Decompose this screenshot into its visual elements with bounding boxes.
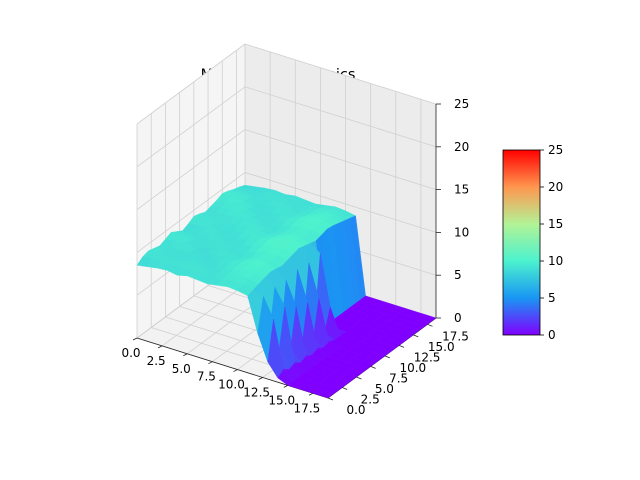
x-tick-label: 10.0 xyxy=(218,378,245,392)
colorbar-tick-label: 15 xyxy=(548,217,563,231)
z-tick-label: 20 xyxy=(454,140,469,154)
x-tick-label: 5.0 xyxy=(172,362,191,376)
x-tick-label: 15.0 xyxy=(268,393,295,407)
x-tick-labels: 0.0 2.5 5.0 7.510.012.515.017.5 xyxy=(121,337,321,415)
x-tick-label: 0.0 xyxy=(121,346,140,360)
z-tick-label: 15 xyxy=(454,183,469,197)
colorbar-tick-label: 20 xyxy=(548,180,563,194)
colorbar-ticks: 0 5 10 15 20 25 xyxy=(540,143,563,342)
colorbar-gradient xyxy=(502,149,541,336)
colorbar-tick-label: 25 xyxy=(548,143,563,157)
y-tick-mark xyxy=(413,334,419,338)
y-tick-label: 7.5 xyxy=(389,371,408,385)
x-tick-label: 2.5 xyxy=(147,354,166,368)
grid-line xyxy=(244,129,437,190)
y-tick-mark xyxy=(427,323,433,327)
x-tick-label: 17.5 xyxy=(294,401,321,415)
x-tick-mark xyxy=(157,345,163,349)
grid-line xyxy=(136,172,246,253)
x-tick-mark xyxy=(183,353,188,357)
colorbar-tick-label: 0 xyxy=(548,328,556,342)
z-tick-label: 5 xyxy=(454,268,462,282)
y-tick-label: 12.5 xyxy=(414,350,441,364)
x-tick-mark xyxy=(233,369,238,372)
colorbar-tick-label: 10 xyxy=(548,254,563,268)
y-tick-label: 0.0 xyxy=(346,403,365,417)
x-tick-mark xyxy=(208,361,213,365)
grid-line xyxy=(244,172,437,233)
grid-line xyxy=(136,129,246,210)
surface-patch xyxy=(317,390,335,399)
y-tick-mark xyxy=(342,387,348,390)
y-tick-mark xyxy=(370,366,376,369)
x-tick-label: 7.5 xyxy=(197,370,216,384)
y-tick-label: 10.0 xyxy=(399,361,426,375)
y-tick-mark xyxy=(327,397,334,401)
y-tick-label: 5.0 xyxy=(375,382,394,396)
z-tick-label: 10 xyxy=(454,225,469,239)
y-tick-mark xyxy=(398,344,405,348)
y-tick-label: 17.5 xyxy=(442,329,469,343)
grid-line xyxy=(244,43,437,105)
z-tick-label: 25 xyxy=(454,97,469,111)
grid-line xyxy=(244,86,437,148)
surface xyxy=(136,184,437,399)
x-tick-mark xyxy=(258,377,263,380)
grid-line xyxy=(136,43,246,125)
y-tick-label: 2.5 xyxy=(361,392,380,406)
y-tick-labels: 0.02.55.07.510.012.515.017.5 xyxy=(327,323,469,417)
y-tick-mark xyxy=(384,355,390,359)
x-tick-mark xyxy=(283,385,288,388)
x-tick-label: 12.5 xyxy=(243,385,270,399)
x-tick-mark xyxy=(132,337,138,341)
y-tick-mark xyxy=(356,376,362,380)
z-tick-label: 0 xyxy=(454,311,462,325)
grid-line xyxy=(136,86,246,168)
y-tick-label: 15.0 xyxy=(428,340,455,354)
z-tick-labels: 0 5 10 15 20 25 xyxy=(436,97,469,325)
colorbar: 0 5 10 15 20 25 xyxy=(502,143,563,342)
x-tick-mark xyxy=(308,392,314,396)
colorbar-tick-label: 5 xyxy=(548,291,556,305)
